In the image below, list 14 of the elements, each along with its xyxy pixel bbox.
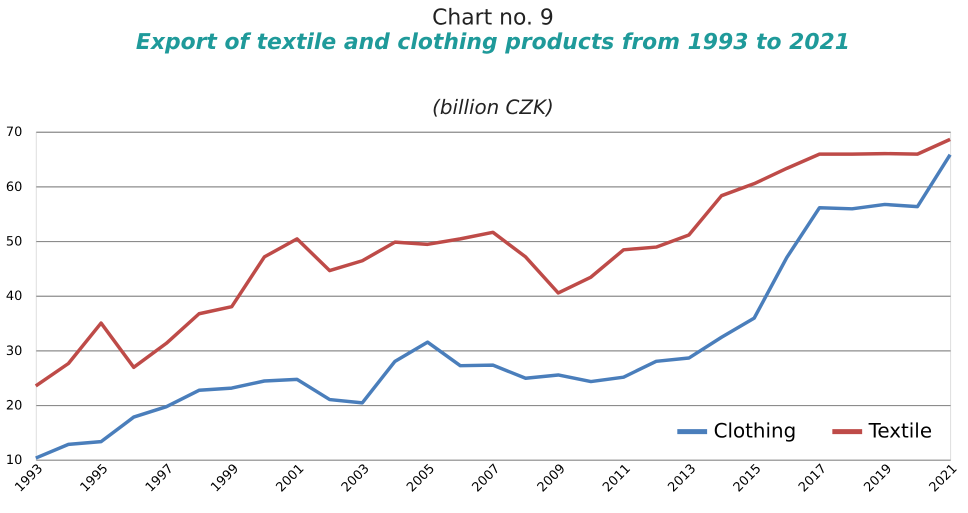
y-tick-label: 70	[6, 125, 22, 140]
line-series	[34, 138, 952, 388]
y-tick-label: 10	[6, 453, 22, 468]
y-tick-label: 20	[6, 398, 22, 414]
chart-subtitle: Export of textile and clothing products from 1993 to 2021	[136, 30, 850, 56]
y-tick-label: 60	[6, 180, 22, 195]
line-series	[34, 152, 952, 460]
chart-title: Chart no. 9	[432, 5, 554, 30]
y-tick-label: 30	[6, 344, 22, 359]
text: (billion CZK)	[432, 96, 554, 119]
legend-label: Clothing	[714, 420, 796, 443]
y-tick-label: 40	[6, 289, 22, 304]
legend-label: Textile	[868, 420, 932, 443]
y-tick-label: 50	[6, 234, 22, 250]
